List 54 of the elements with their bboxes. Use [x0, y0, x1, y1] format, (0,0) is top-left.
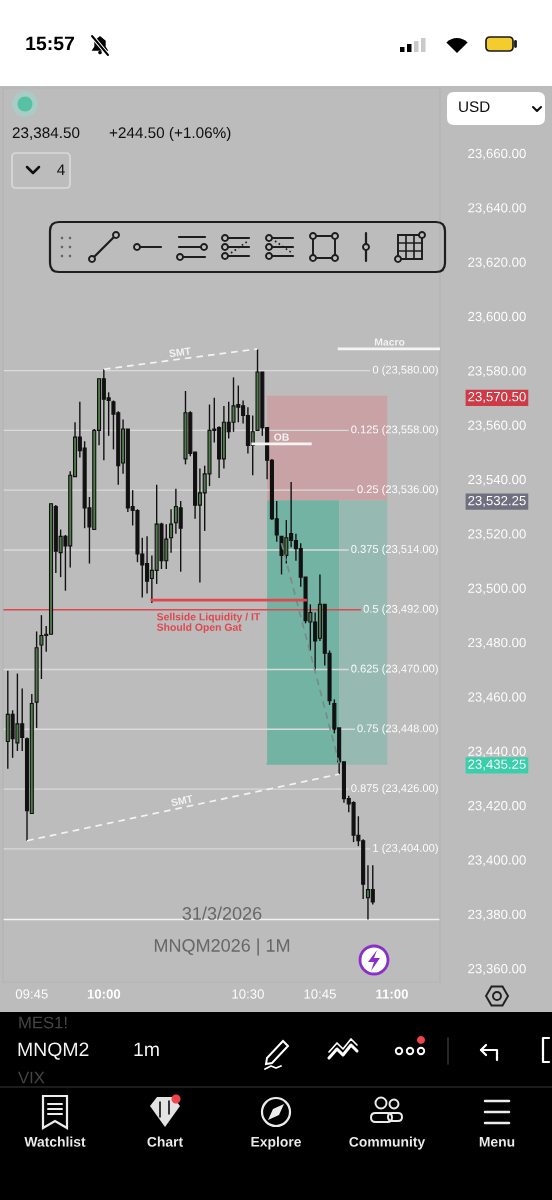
series-label: Macro — [374, 338, 405, 346]
y-tick-label: 23,580.00 — [468, 366, 526, 378]
ref-line-label: 0.375 (23,514.00) — [351, 544, 438, 556]
ref-line-label: 0.625 (23,470.00) — [351, 664, 438, 675]
text: VIX — [18, 1071, 45, 1084]
y-tick-label: 23,570.50 — [468, 391, 526, 403]
text: Community — [349, 1136, 426, 1150]
ref-line-label: 1 (23,404.00) — [373, 843, 438, 855]
annotation: 23,384.50 — [12, 127, 80, 140]
text: 31/3/2026 — [182, 906, 262, 920]
text: SMT — [170, 794, 194, 807]
ref-line-label: 0.125 (23,558.00) — [351, 425, 438, 436]
y-tick-label: 23,600.00 — [468, 311, 526, 323]
text: 1m — [134, 1042, 159, 1057]
x-tick-label: 10:45 — [304, 989, 336, 999]
y-tick-label: 23,380.00 — [468, 909, 526, 921]
x-tick-label: 11:00 — [376, 989, 408, 999]
annotation: 4 — [57, 164, 65, 175]
y-tick-label: 23,532.25 — [468, 495, 526, 507]
ref-line-label: 0.25 (23,536.00) — [357, 484, 438, 496]
y-tick-label: 23,480.00 — [468, 637, 526, 649]
y-tick-label: 23,435.25 — [468, 759, 526, 771]
series-label: OB — [274, 433, 289, 441]
y-tick-label: 23,520.00 — [468, 529, 526, 541]
annotation: +244.50 (+1.06%) — [109, 126, 231, 142]
y-tick-label: 23,460.00 — [468, 692, 526, 704]
text: 15:57 — [26, 36, 75, 51]
annotation: Sellside Liquidity / IT Should Open Gat — [156, 612, 261, 633]
y-tick-label: 23,640.00 — [468, 203, 526, 215]
text: Explore — [251, 1136, 301, 1150]
text: Chart — [147, 1136, 183, 1147]
y-tick-label: 23,360.00 — [468, 963, 526, 975]
text: SMT — [168, 347, 192, 358]
y-tick-label: 23,500.00 — [468, 583, 526, 595]
y-tick-label: 23,540.00 — [468, 474, 526, 486]
y-tick-label: 23,660.00 — [468, 148, 526, 160]
text: USD — [459, 101, 490, 113]
y-tick-label: 23,400.00 — [468, 855, 526, 867]
text: MES1! — [19, 1016, 67, 1029]
x-tick-label: 10:00 — [87, 989, 121, 999]
x-tick-label: 10:30 — [232, 989, 264, 999]
ref-line-label: 0.5 (23,492.00) — [363, 604, 438, 615]
text: MNQM2026 | 1M — [154, 938, 290, 956]
text: MNQM2 — [18, 1042, 89, 1060]
text: Menu — [479, 1137, 515, 1147]
y-tick-label: 23,560.00 — [468, 420, 526, 432]
text: Watchlist — [24, 1136, 86, 1147]
ref-line-label: 0.875 (23,426.00) — [351, 783, 438, 795]
x-tick-label: 09:45 — [15, 989, 48, 999]
y-tick-label: 23,440.00 — [468, 746, 526, 758]
ref-line-label: 0.75 (23,448.00) — [357, 724, 438, 735]
y-tick-label: 23,620.00 — [468, 257, 526, 269]
ref-line-label: 0 (23,580.00) — [372, 365, 438, 376]
y-tick-label: 23,420.00 — [468, 800, 526, 812]
